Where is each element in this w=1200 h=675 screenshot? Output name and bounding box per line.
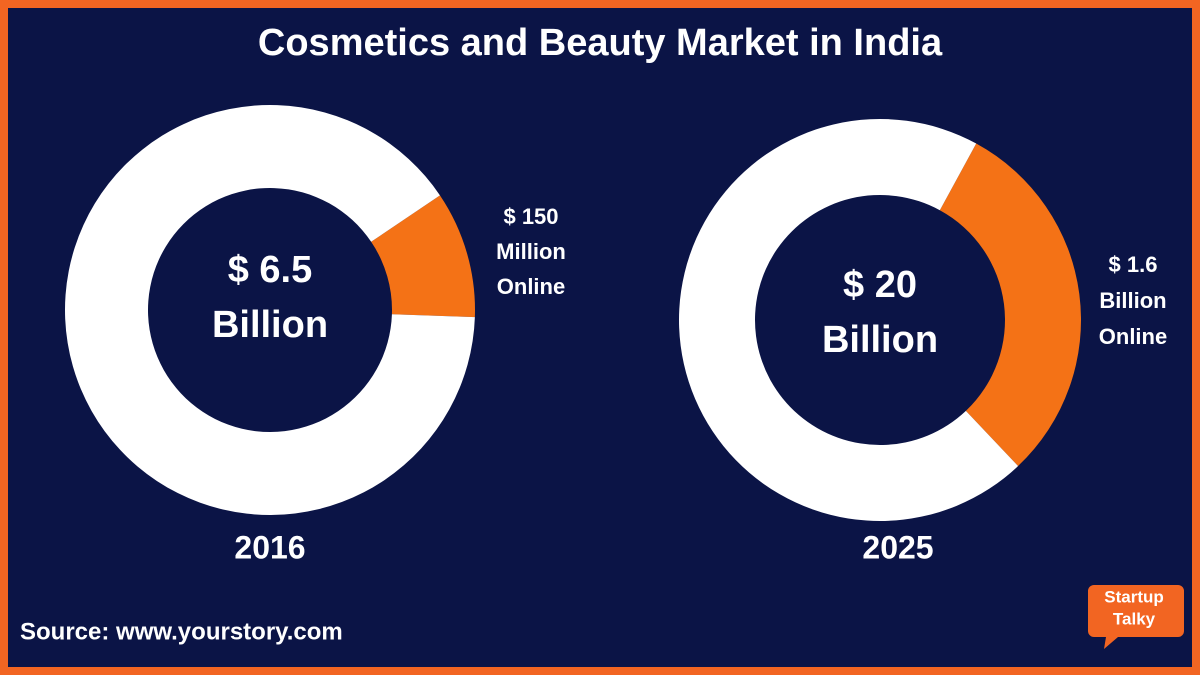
center-label: $ 6.5 — [228, 249, 313, 291]
segment-label: Online — [497, 274, 565, 299]
logo-text: Startup — [1104, 587, 1164, 606]
segment-label: Million — [496, 239, 566, 264]
source: Source: www.yourstory.com — [20, 618, 343, 645]
donut-segment — [939, 143, 1082, 467]
center-label: Billion — [212, 304, 328, 346]
donut-segment — [371, 195, 475, 318]
year-label: 2025 — [862, 529, 933, 565]
donut-segment — [679, 119, 1019, 522]
title: Cosmetics and Beauty Market in India — [258, 22, 943, 64]
donut-segment — [65, 104, 475, 515]
segment-label: $ 150 — [503, 204, 558, 229]
segment-label: Billion — [1099, 288, 1166, 313]
center-label: Billion — [822, 319, 938, 361]
segment-label: Online — [1099, 324, 1167, 349]
year-label: 2016 — [234, 529, 305, 565]
center-label: $ 20 — [843, 264, 917, 306]
logo: Startup Talky — [1088, 585, 1184, 649]
segment-label: $ 1.6 — [1109, 252, 1158, 277]
logo-text: Talky — [1113, 609, 1156, 628]
logo-bubble — [1088, 585, 1184, 649]
